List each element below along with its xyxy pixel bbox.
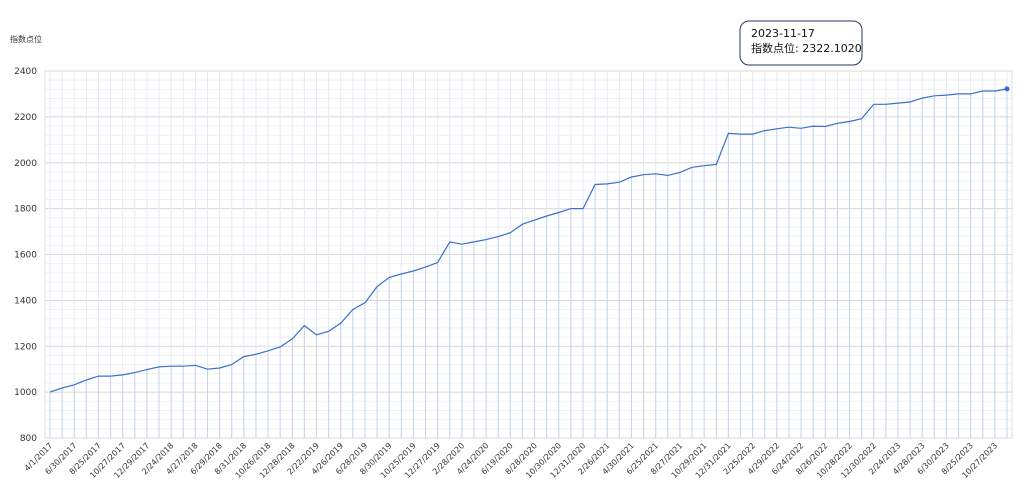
y-tick-label: 1600 (14, 251, 37, 261)
y-tick-label: 2200 (14, 113, 37, 123)
y-tick-label: 800 (20, 434, 37, 444)
tooltip-box (739, 20, 863, 66)
line (49, 88, 1008, 393)
tooltip-text: 指数点位: 2322.1020 (751, 41, 862, 55)
y-tick-label: 1400 (14, 296, 37, 306)
y-tick-label: 1200 (14, 342, 37, 352)
y-axis-title: 指数点位 (10, 34, 42, 44)
highlight-point (1004, 86, 1010, 92)
tooltip: 2023-11-17 指数点位: 2322.1020 (739, 20, 863, 66)
y-tick-label: 2400 (14, 67, 37, 77)
y-tick-label: 1800 (14, 205, 37, 215)
y-tick-label: 1000 (14, 388, 37, 398)
y-tick-label: 2000 (14, 159, 37, 169)
tooltip-title: 2023-11-17 (751, 27, 815, 40)
